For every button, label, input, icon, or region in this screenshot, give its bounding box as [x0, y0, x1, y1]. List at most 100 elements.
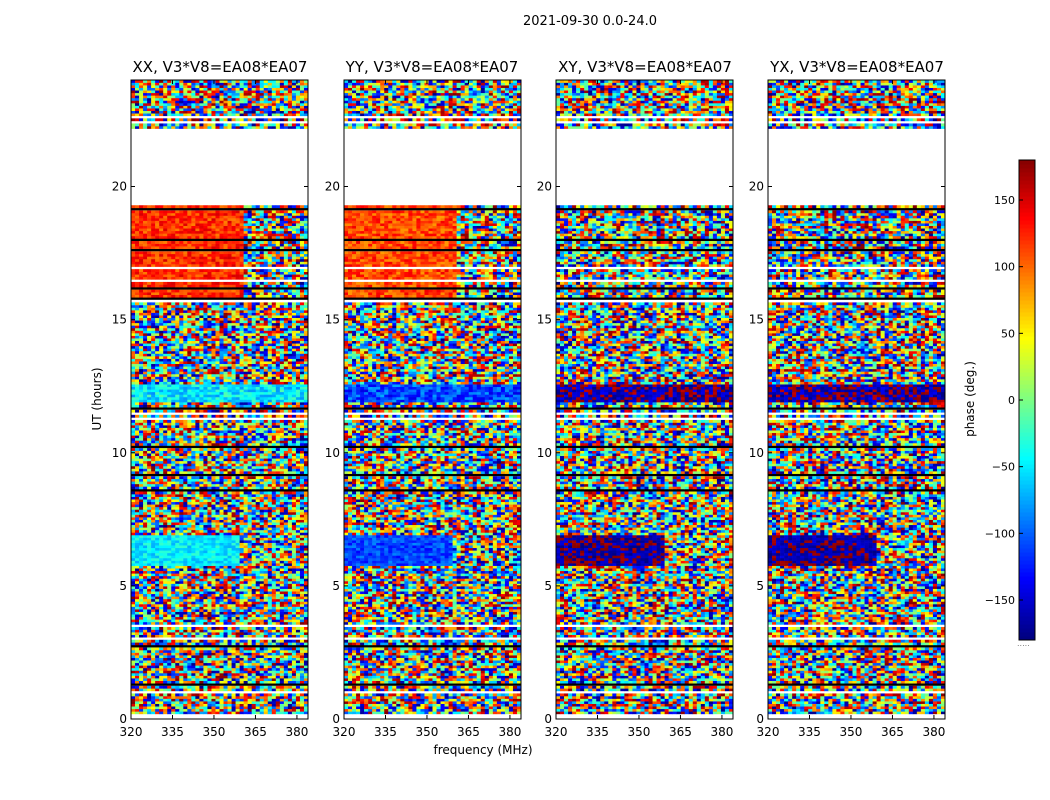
heatmap-cell — [151, 663, 155, 666]
heatmap-cell — [300, 658, 304, 661]
heatmap-cell — [139, 693, 143, 696]
heatmap-cell — [159, 658, 163, 661]
heatmap-cell — [224, 668, 228, 671]
heatmap-cell — [292, 686, 296, 689]
heatmap-cell — [131, 655, 135, 658]
heatmap-cell — [159, 670, 163, 673]
heatmap-cell — [252, 693, 256, 696]
heatmap-cell — [280, 696, 284, 699]
heatmap-cell — [199, 701, 203, 704]
heatmap-cell — [272, 670, 276, 673]
heatmap-cell — [256, 676, 260, 679]
heatmap-cell — [292, 663, 296, 666]
heatmap-cell — [163, 673, 167, 676]
heatmap-cell — [300, 709, 304, 712]
heatmap-cell — [224, 699, 228, 702]
heatmap-cell — [296, 678, 300, 681]
heatmap-cell — [272, 706, 276, 709]
heatmap-cell — [296, 701, 300, 704]
heatmap-cell — [147, 660, 151, 663]
heatmap-cell — [191, 660, 195, 663]
heatmap-cell — [248, 658, 252, 661]
heatmap-cell — [187, 686, 191, 689]
heatmap-cell — [151, 676, 155, 679]
heatmap-cell — [228, 665, 232, 668]
heatmap-cell — [256, 655, 260, 658]
heatmap-cell — [131, 704, 135, 707]
heatmap-cell — [240, 693, 244, 696]
heatmap-cell — [300, 673, 304, 676]
heatmap-cell — [131, 699, 135, 702]
heatmap-cell — [232, 658, 236, 661]
heatmap-cell — [292, 681, 296, 684]
heatmap-cell — [280, 693, 284, 696]
heatmap-cell — [244, 663, 248, 666]
heatmap-cell — [211, 658, 215, 661]
heatmap-cell — [280, 655, 284, 658]
heatmap-cell — [252, 668, 256, 671]
heatmap-cell — [240, 688, 244, 691]
heatmap-cell — [268, 709, 272, 712]
heatmap-cell — [183, 663, 187, 666]
heatmap-cell — [268, 681, 272, 684]
heatmap-cell — [163, 711, 167, 714]
heatmap-cell — [264, 676, 268, 679]
heatmap-cell — [296, 681, 300, 684]
heatmap-cell — [191, 696, 195, 699]
heatmap-cell — [179, 704, 183, 707]
heatmap-cell — [175, 658, 179, 661]
heatmap-cell — [159, 686, 163, 689]
heatmap-cell — [195, 709, 199, 712]
heatmap-cell — [268, 668, 272, 671]
heatmap-cell — [244, 706, 248, 709]
heatmap-cell — [143, 658, 147, 661]
heatmap-cell — [139, 688, 143, 691]
heatmap-cell — [155, 660, 159, 663]
heatmap-cell — [292, 665, 296, 668]
heatmap-cell — [276, 660, 280, 663]
heatmap-cell — [296, 688, 300, 691]
heatmap-cell — [143, 711, 147, 714]
heatmap-cell — [139, 673, 143, 676]
heatmap-cell — [264, 711, 268, 714]
heatmap-cell — [187, 706, 191, 709]
heatmap-cell — [276, 678, 280, 681]
heatmap-cell — [131, 665, 135, 668]
heatmap-cell — [171, 658, 175, 661]
heatmap-cell — [163, 681, 167, 684]
heatmap-cell — [211, 663, 215, 666]
heatmap-cell — [143, 686, 147, 689]
heatmap-cell — [199, 655, 203, 658]
heatmap-cell — [260, 663, 264, 666]
heatmap-cell — [187, 655, 191, 658]
heatmap-cell — [220, 688, 224, 691]
heatmap-cell — [187, 699, 191, 702]
heatmap-cell — [272, 655, 276, 658]
heatmap-cell — [203, 693, 207, 696]
heatmap-cell — [155, 678, 159, 681]
heatmap-cell — [175, 676, 179, 679]
heatmap-cell — [143, 696, 147, 699]
heatmap-cell — [159, 660, 163, 663]
heatmap-cell — [220, 686, 224, 689]
heatmap-cell — [292, 706, 296, 709]
heatmap-cell — [151, 673, 155, 676]
heatmap-cell — [167, 670, 171, 673]
heatmap-cell — [155, 655, 159, 658]
heatmap-cell — [167, 673, 171, 676]
heatmap-cell — [131, 709, 135, 712]
heatmap-cell — [240, 696, 244, 699]
heatmap-cell — [215, 681, 219, 684]
heatmap-cell — [300, 711, 304, 714]
heatmap-cell — [276, 655, 280, 658]
heatmap-cell — [191, 704, 195, 707]
heatmap-cell — [211, 706, 215, 709]
heatmap-cell — [147, 665, 151, 668]
heatmap-cell — [215, 711, 219, 714]
heatmap-cell — [300, 663, 304, 666]
heatmap-cell — [163, 706, 167, 709]
heatmap-cell — [300, 676, 304, 679]
heatmap-cell — [240, 660, 244, 663]
heatmap-cell — [195, 681, 199, 684]
heatmap-cell — [179, 701, 183, 704]
